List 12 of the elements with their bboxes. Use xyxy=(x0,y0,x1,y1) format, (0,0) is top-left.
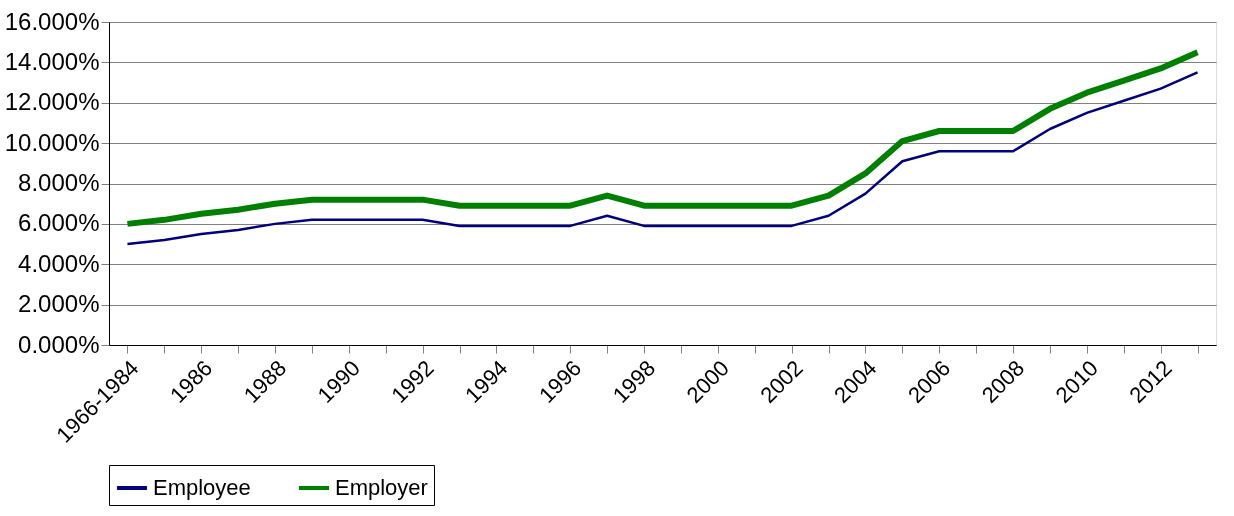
y-tick-label: 16.000% xyxy=(4,7,100,35)
y-tick-label: 8.000% xyxy=(18,169,100,196)
y-tick-label: 14.000% xyxy=(4,47,100,75)
y-tick-label: 4.000% xyxy=(18,249,100,277)
legend-label: Employer xyxy=(335,475,428,500)
y-tick-label: 2.000% xyxy=(18,290,100,318)
legend-label: Employee xyxy=(153,475,251,500)
y-tick-label: 10.000% xyxy=(4,128,100,156)
y-tick-label: 6.000% xyxy=(18,209,100,237)
y-tick-label: 0.000% xyxy=(18,330,100,358)
line-series xyxy=(126,71,1199,246)
y-tick-label: 12.000% xyxy=(4,88,100,116)
